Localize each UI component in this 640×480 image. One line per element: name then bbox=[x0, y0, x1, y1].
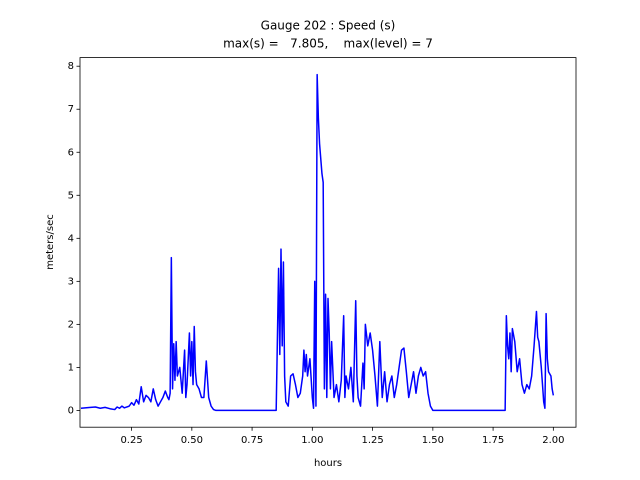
chart-title: Gauge 202 : Speed (s) bbox=[261, 19, 396, 33]
y-tick-label: 0 bbox=[68, 405, 74, 416]
x-tick-label: 1.25 bbox=[361, 435, 383, 446]
x-tick-label: 1.50 bbox=[422, 435, 444, 446]
data-line bbox=[80, 73, 555, 412]
plot-frame bbox=[79, 57, 577, 428]
y-tick-label: 4 bbox=[68, 233, 74, 244]
x-tick-label: 2.00 bbox=[542, 435, 564, 446]
x-tick-label: 1.00 bbox=[301, 435, 323, 446]
y-tick-label: 7 bbox=[68, 104, 74, 115]
chart-subtitle: max(s) = 7.805, max(level) = 7 bbox=[223, 37, 433, 51]
y-tick-label: 5 bbox=[68, 190, 74, 201]
x-tick-label: 0.75 bbox=[241, 435, 263, 446]
x-tick-label: 0.50 bbox=[181, 435, 203, 446]
y-tick-label: 8 bbox=[68, 61, 74, 72]
x-tick-label: 0.25 bbox=[120, 435, 142, 446]
x-axis-label: hours bbox=[314, 458, 342, 469]
y-tick-label: 3 bbox=[68, 276, 74, 287]
y-tick-label: 1 bbox=[68, 362, 74, 373]
y-axis-label: meters/sec bbox=[45, 214, 56, 270]
y-tick-label: 2 bbox=[68, 319, 74, 330]
x-tick-label: 1.75 bbox=[482, 435, 504, 446]
y-tick-label: 6 bbox=[68, 147, 74, 158]
